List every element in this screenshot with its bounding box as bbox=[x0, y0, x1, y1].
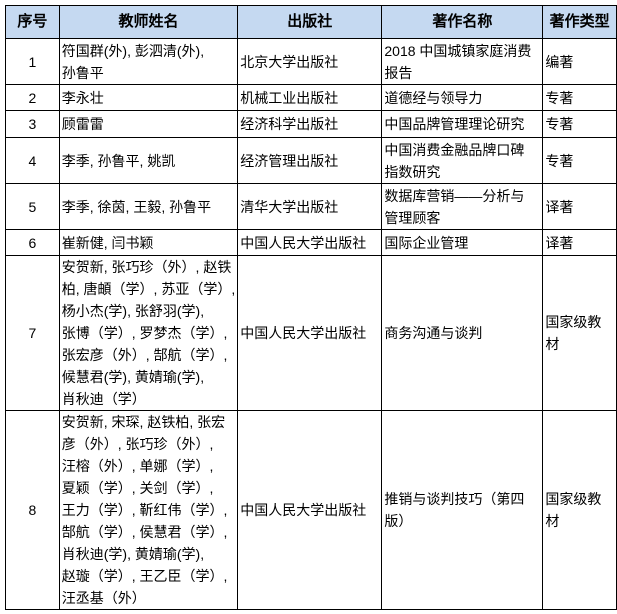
table-row: 2 李永壮 机械工业出版社 道德经与领导力 专著 bbox=[5, 84, 617, 111]
cell-no: 5 bbox=[5, 183, 60, 230]
cell-title-line: 中国消费金融品牌口碑 bbox=[384, 141, 525, 158]
cell-authors-line: 安贺新, 宋琛, 赵铁柏, 张宏 bbox=[61, 414, 226, 430]
cell-authors-line: 赵璇（学）, 王乙臣（学）, bbox=[61, 568, 228, 584]
table-row: 8 安贺新, 宋琛, 赵铁柏, 张宏 彦（外）, 张巧珍（外）, 汪榕（外）, 单娜（… bbox=[5, 410, 617, 610]
table-row: 5 李季, 徐茵, 王毅, 孙鲁平 清华大学出版社 数据库营销——分析与 管理顾客 译著 bbox=[5, 183, 617, 230]
cell-title: 国际企业管理 bbox=[381, 229, 544, 256]
cell-authors: 顾雷雷 bbox=[58, 110, 239, 138]
cell-type: 译著 bbox=[542, 183, 617, 230]
cell-type: 专著 bbox=[542, 137, 617, 184]
header-authors: 教师姓名 bbox=[58, 5, 239, 39]
header-row: 序号 教师姓名 出版社 著作名称 著作类型 bbox=[5, 5, 617, 39]
cell-authors-line: 李永壮 bbox=[61, 89, 104, 106]
cell-authors-line: 郜航（学）, 侯慧君（学）, bbox=[61, 524, 228, 540]
header-title: 著作名称 bbox=[381, 5, 544, 39]
cell-authors-line: 符国群(外), 彭泗清(外), bbox=[61, 42, 205, 59]
cell-publisher: 经济管理出版社 bbox=[237, 137, 383, 184]
cell-no: 3 bbox=[5, 110, 60, 138]
cell-publisher: 机械工业出版社 bbox=[237, 84, 383, 111]
cell-publisher: 中国人民大学出版社 bbox=[237, 229, 383, 256]
table-row: 1 符国群(外), 彭泗清(外), 孙鲁平 北京大学出版社 2018 中国城镇家庭消费报… bbox=[5, 38, 617, 85]
cell-title-line: 报告 bbox=[384, 64, 413, 81]
header-publisher: 出版社 bbox=[237, 5, 383, 39]
cell-authors: 李季, 徐茵, 王毅, 孙鲁平 bbox=[58, 183, 239, 230]
header-type: 著作类型 bbox=[542, 5, 617, 39]
cell-authors-line: 柏, 唐頔（学）, 苏亚（学）, bbox=[61, 281, 236, 297]
cell-authors-line: 李季, 徐茵, 王毅, 孙鲁平 bbox=[61, 198, 212, 215]
cell-authors-line: 崔新健, 闫书颖 bbox=[61, 234, 154, 251]
cell-title: 道德经与领导力 bbox=[381, 84, 544, 111]
table-row: 3 顾雷雷 经济科学出版社 中国品牌管理理论研究 专著 bbox=[5, 110, 617, 138]
cell-no: 2 bbox=[5, 84, 60, 111]
cell-authors: 李季, 孙鲁平, 姚凯 bbox=[58, 137, 239, 184]
cell-authors: 安贺新, 宋琛, 赵铁柏, 张宏 彦（外）, 张巧珍（外）, 汪榕（外）, 单娜（学… bbox=[58, 410, 239, 610]
cell-title: 中国消费金融品牌口碑 指数研究 bbox=[381, 137, 544, 184]
cell-title-line: 道德经与领导力 bbox=[384, 89, 483, 106]
cell-title: 商务沟通与谈判 bbox=[381, 255, 544, 411]
cell-authors-line: 顾雷雷 bbox=[61, 116, 104, 132]
cell-type: 译著 bbox=[542, 229, 617, 256]
cell-authors: 安贺新, 张巧珍（外）, 赵铁 柏, 唐頔（学）, 苏亚（学）, 杨小杰(学), 张… bbox=[58, 255, 239, 411]
cell-title-line: 版） bbox=[384, 513, 413, 529]
cell-type: 国家级教材 bbox=[542, 410, 617, 610]
cell-title: 数据库营销——分析与 管理顾客 bbox=[381, 183, 544, 230]
cell-authors: 崔新健, 闫书颖 bbox=[58, 229, 239, 256]
cell-title-line: 2018 中国城镇家庭消费 bbox=[384, 42, 532, 59]
cell-type: 专著 bbox=[542, 110, 617, 138]
cell-title-line: 管理顾客 bbox=[384, 209, 441, 226]
cell-authors-line: 汪丞基（外） bbox=[61, 590, 146, 606]
cell-title-line: 中国品牌管理理论研究 bbox=[384, 116, 525, 132]
cell-authors-line: 王力（学）, 靳红伟（学）, bbox=[61, 502, 228, 518]
cell-authors-line: 彦（外）, 张巧珍（外）, bbox=[61, 436, 214, 452]
cell-authors-line: 李季, 孙鲁平, 姚凯 bbox=[61, 152, 176, 169]
cell-publisher: 北京大学出版社 bbox=[237, 38, 383, 85]
cell-title: 2018 中国城镇家庭消费 报告 bbox=[381, 38, 544, 85]
cell-authors-line: 夏颖（学）, 关剑（学）, bbox=[61, 480, 214, 496]
table-row: 4 李季, 孙鲁平, 姚凯 经济管理出版社 中国消费金融品牌口碑 指数研究 专著 bbox=[5, 137, 617, 184]
cell-no: 7 bbox=[5, 255, 60, 411]
cell-authors-line: 肖秋迪(学), 黄婧瑜(学), bbox=[61, 546, 205, 562]
cell-title: 推销与谈判技巧（第四 版） bbox=[381, 410, 544, 610]
cell-publisher: 中国人民大学出版社 bbox=[237, 410, 383, 610]
cell-authors-line: 张宏彦（外）, 郜航（学）, bbox=[61, 347, 228, 363]
cell-type: 编著 bbox=[542, 38, 617, 85]
cell-authors: 符国群(外), 彭泗清(外), 孙鲁平 bbox=[58, 38, 239, 85]
cell-type: 专著 bbox=[542, 84, 617, 111]
cell-authors-line: 汪榕（外）, 单娜（学）, bbox=[61, 458, 214, 474]
cell-title-line: 国际企业管理 bbox=[384, 234, 469, 251]
cell-publisher: 中国人民大学出版社 bbox=[237, 255, 383, 411]
cell-publisher: 经济科学出版社 bbox=[237, 110, 383, 138]
cell-no: 8 bbox=[5, 410, 60, 610]
works-table: 序号 教师姓名 出版社 著作名称 著作类型 1 符国群(外), 彭泗清(外), 孙鲁… bbox=[5, 5, 617, 610]
cell-authors-line: 肖秋迪（学） bbox=[61, 391, 146, 407]
cell-title-line: 指数研究 bbox=[384, 163, 441, 180]
cell-no: 4 bbox=[5, 137, 60, 184]
cell-title-line: 数据库营销——分析与 bbox=[384, 187, 525, 204]
cell-title-line: 推销与谈判技巧（第四 bbox=[384, 491, 525, 507]
header-no: 序号 bbox=[5, 5, 60, 39]
cell-authors-line: 安贺新, 张巧珍（外）, 赵铁 bbox=[61, 259, 232, 275]
cell-authors-line: 张博（学）, 罗梦杰（学）, bbox=[61, 325, 228, 341]
cell-authors-line: 候慧君(学), 黄婧瑜(学), bbox=[61, 369, 205, 385]
cell-title-line: 商务沟通与谈判 bbox=[384, 325, 483, 341]
cell-authors: 李永壮 bbox=[58, 84, 239, 111]
table-row: 7 安贺新, 张巧珍（外）, 赵铁 柏, 唐頔（学）, 苏亚（学）, 杨小杰(学), … bbox=[5, 255, 617, 411]
cell-title: 中国品牌管理理论研究 bbox=[381, 110, 544, 138]
cell-authors-line: 杨小杰(学), 张舒羽(学), bbox=[61, 303, 205, 319]
table-row: 6 崔新健, 闫书颖 中国人民大学出版社 国际企业管理 译著 bbox=[5, 229, 617, 256]
cell-publisher: 清华大学出版社 bbox=[237, 183, 383, 230]
cell-no: 1 bbox=[5, 38, 60, 85]
cell-authors-line: 孙鲁平 bbox=[61, 64, 104, 81]
cell-no: 6 bbox=[5, 229, 60, 256]
cell-type: 国家级教材 bbox=[542, 255, 617, 411]
